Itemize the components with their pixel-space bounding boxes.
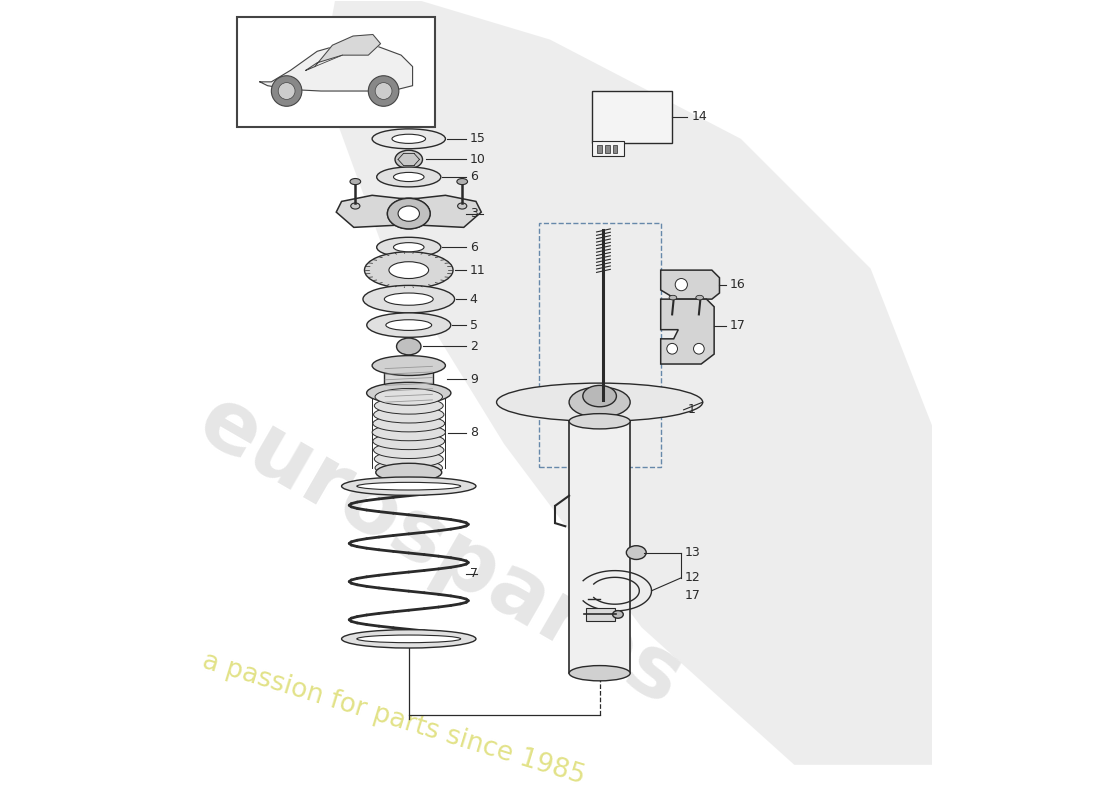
Ellipse shape (395, 150, 422, 169)
Ellipse shape (351, 203, 360, 209)
Circle shape (272, 76, 301, 106)
Bar (384, 366, 433, 404)
Polygon shape (321, 0, 939, 765)
Ellipse shape (372, 356, 446, 375)
Ellipse shape (342, 477, 476, 495)
Ellipse shape (456, 178, 468, 185)
Bar (597, 145, 602, 153)
Text: 7: 7 (470, 567, 477, 581)
Ellipse shape (386, 320, 431, 330)
Ellipse shape (398, 206, 419, 222)
Text: 8: 8 (470, 426, 477, 439)
Bar (539, 222, 661, 467)
Ellipse shape (364, 252, 453, 289)
Text: a passion for parts since 1985: a passion for parts since 1985 (199, 648, 587, 790)
Ellipse shape (373, 433, 444, 450)
Polygon shape (306, 34, 381, 70)
Ellipse shape (374, 406, 444, 423)
Ellipse shape (626, 546, 646, 559)
Ellipse shape (375, 459, 442, 476)
Text: 2: 2 (470, 340, 477, 353)
Ellipse shape (583, 386, 616, 406)
Text: 11: 11 (470, 264, 485, 277)
Text: 6: 6 (470, 170, 477, 183)
Ellipse shape (342, 630, 476, 648)
Ellipse shape (366, 313, 451, 338)
Circle shape (278, 82, 295, 99)
Bar (605, 145, 609, 153)
Text: 1: 1 (688, 403, 695, 416)
Polygon shape (661, 270, 719, 299)
Ellipse shape (392, 134, 426, 143)
Ellipse shape (366, 382, 451, 404)
Ellipse shape (394, 242, 424, 252)
Circle shape (693, 343, 704, 354)
Ellipse shape (394, 172, 424, 182)
Bar (592, 90, 672, 142)
Ellipse shape (356, 482, 461, 490)
Bar (586, 607, 615, 622)
Ellipse shape (387, 198, 430, 229)
Text: 10: 10 (470, 153, 486, 166)
Polygon shape (260, 44, 412, 91)
Ellipse shape (372, 424, 446, 441)
Text: 4: 4 (470, 293, 477, 306)
Ellipse shape (375, 389, 442, 406)
Circle shape (675, 278, 688, 290)
Text: 14: 14 (691, 110, 707, 123)
Text: 6: 6 (470, 241, 477, 254)
Ellipse shape (569, 414, 630, 429)
Bar (569, 422, 630, 674)
Bar (236, 17, 436, 127)
Text: 9: 9 (470, 373, 477, 386)
Ellipse shape (569, 387, 630, 418)
Ellipse shape (374, 398, 443, 414)
Ellipse shape (376, 167, 441, 187)
Ellipse shape (669, 295, 676, 300)
Ellipse shape (374, 450, 443, 467)
Ellipse shape (389, 262, 429, 278)
Ellipse shape (374, 442, 444, 458)
Text: 5: 5 (470, 318, 477, 331)
Text: 12: 12 (685, 571, 701, 584)
Text: 3: 3 (470, 207, 477, 220)
Text: 16: 16 (729, 278, 745, 291)
Ellipse shape (372, 129, 446, 149)
Ellipse shape (387, 198, 430, 229)
Circle shape (375, 82, 392, 99)
Ellipse shape (384, 293, 433, 306)
Ellipse shape (496, 383, 703, 422)
Ellipse shape (376, 238, 441, 257)
Ellipse shape (458, 203, 466, 209)
Ellipse shape (350, 178, 361, 185)
Ellipse shape (384, 396, 433, 411)
Text: 17: 17 (685, 589, 701, 602)
Ellipse shape (396, 338, 421, 355)
Text: 13: 13 (685, 546, 701, 559)
Ellipse shape (696, 295, 704, 300)
Ellipse shape (373, 415, 444, 432)
Circle shape (368, 76, 399, 106)
Polygon shape (661, 299, 714, 364)
Ellipse shape (569, 666, 630, 681)
Polygon shape (337, 195, 482, 227)
Bar (592, 141, 624, 156)
Ellipse shape (613, 610, 624, 618)
Ellipse shape (376, 463, 442, 482)
Ellipse shape (363, 286, 454, 313)
Text: 17: 17 (729, 319, 746, 332)
Text: 15: 15 (470, 132, 486, 146)
Ellipse shape (356, 635, 461, 642)
Circle shape (667, 343, 678, 354)
Text: eurospares: eurospares (184, 379, 697, 723)
Bar (613, 145, 617, 153)
